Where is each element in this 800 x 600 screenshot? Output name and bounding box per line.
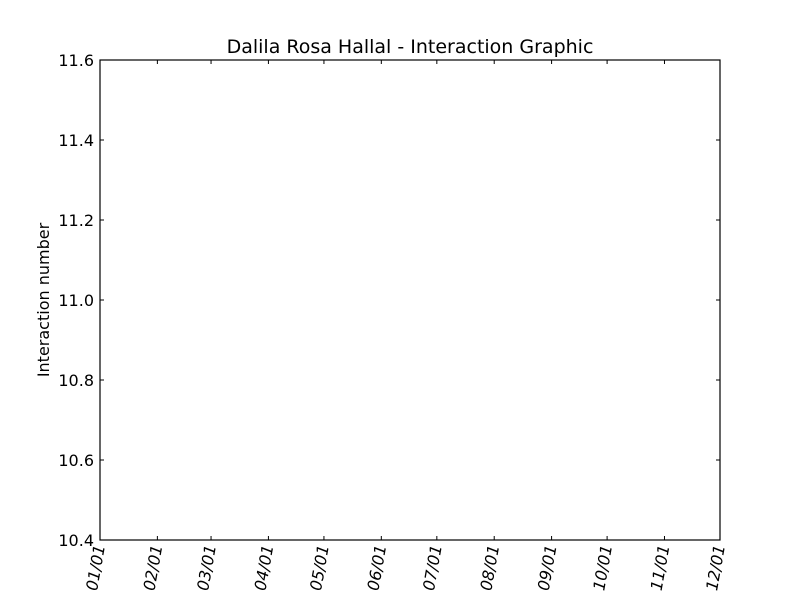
y-tick-label: 11.2 — [58, 211, 94, 230]
x-tick-label: 12/01 — [702, 543, 729, 592]
x-tick-label: 11/01 — [647, 543, 674, 592]
y-tick-label: 11.4 — [58, 131, 94, 150]
x-axis-ticks: 01/01 02/01 03/01 04/01 05/01 06/01 07/01 08/01… — [82, 60, 729, 592]
y-tick-label: 10.8 — [58, 371, 94, 390]
y-axis-label: Interaction number — [34, 222, 53, 377]
x-tick-label: 09/01 — [534, 543, 561, 592]
y-tick-label: 11.0 — [58, 291, 94, 310]
plot-area — [99, 59, 721, 541]
x-tick-label: 03/01 — [193, 543, 220, 592]
x-tick-label: 10/01 — [589, 543, 616, 592]
x-tick-label: 06/01 — [364, 543, 391, 592]
x-tick-label: 08/01 — [476, 543, 503, 592]
chart-title: Dalila Rosa Hallal - Interaction Graphic — [227, 36, 594, 58]
y-tick-label: 10.4 — [58, 531, 94, 550]
x-tick-label: 05/01 — [306, 543, 333, 592]
y-tick-label: 11.6 — [58, 51, 94, 70]
x-tick-label: 04/01 — [251, 543, 278, 592]
x-tick-label: 02/01 — [140, 543, 167, 592]
y-tick-label: 10.6 — [58, 451, 94, 470]
x-tick-label: 01/01 — [82, 543, 109, 592]
x-tick-label: 07/01 — [419, 543, 446, 592]
y-axis-ticks: 10.4 10.6 10.8 11.0 11.2 11.4 11.6 — [58, 51, 720, 550]
